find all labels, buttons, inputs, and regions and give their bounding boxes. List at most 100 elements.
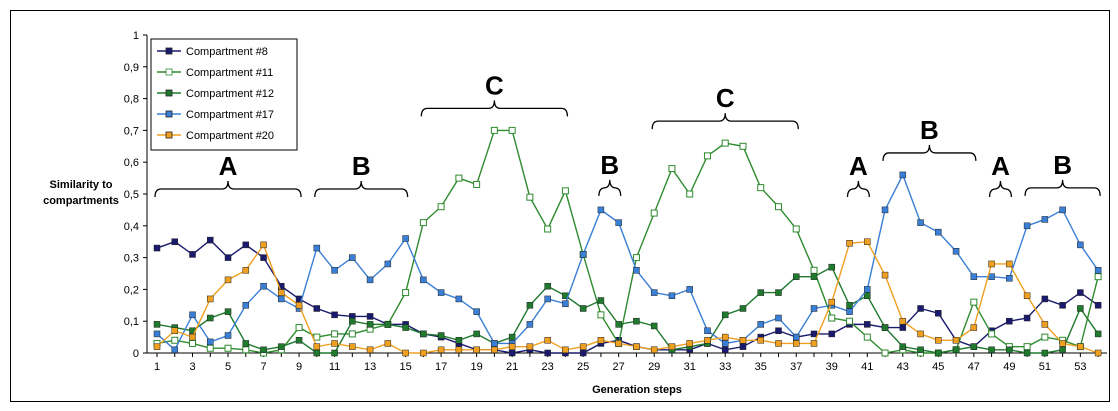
data-point: [562, 346, 569, 354]
data-point: [313, 343, 321, 350]
data-point: [437, 203, 445, 211]
brace: [154, 180, 302, 198]
data-point: [278, 343, 285, 350]
data-point: [1094, 330, 1102, 338]
data-point: [686, 286, 693, 293]
x-tick-label: 35: [755, 361, 767, 373]
data-point: [473, 346, 480, 354]
data-point: [473, 180, 481, 188]
brace: [882, 144, 977, 161]
data-point: [402, 235, 409, 242]
x-tick-label: 11: [329, 361, 340, 373]
data-point: [988, 260, 995, 268]
data-point: [420, 349, 427, 357]
data-point: [703, 152, 711, 160]
legend-entry: Compartment #12: [157, 88, 274, 100]
legend-label: Compartment #20: [186, 130, 274, 142]
legend: Compartment #8 Compartment #11 Compartment…: [150, 38, 298, 151]
data-point: [189, 311, 196, 319]
data-point: [810, 330, 818, 338]
x-tick-label: 25: [577, 361, 589, 373]
data-point: [242, 241, 250, 249]
series-5: [153, 238, 1102, 357]
data-point: [206, 344, 214, 352]
data-point: [189, 333, 196, 341]
data-point: [775, 289, 782, 296]
data-point: [224, 344, 232, 352]
data-point: [757, 321, 764, 328]
data-point: [792, 225, 800, 233]
x-tick-label: 3: [189, 361, 195, 373]
data-point: [686, 340, 693, 347]
data-point: [295, 337, 303, 344]
data-point: [419, 219, 427, 227]
x-tick-label: 43: [897, 361, 909, 373]
data-point: [1094, 302, 1102, 309]
data-point: [988, 346, 995, 354]
region-label: A: [219, 151, 238, 181]
data-point: [224, 276, 232, 284]
x-tick-label: 39: [826, 361, 838, 373]
x-tick-labels: 1 3 5 7 9 11 13 15 17 19 21 23 25 27 29 31 33 35 37 39 41 43 4…: [154, 361, 1087, 373]
region-label: B: [600, 150, 619, 180]
data-point: [1077, 305, 1084, 312]
data-point: [1023, 349, 1031, 357]
data-point: [242, 302, 250, 309]
brace: [651, 113, 799, 130]
legend-marker: [165, 68, 173, 76]
data-point: [1006, 346, 1013, 354]
data-point: [242, 340, 250, 347]
data-point: [278, 289, 285, 296]
region-label: C: [716, 83, 735, 113]
data-point: [420, 276, 427, 284]
x-tick-label: 17: [435, 361, 447, 373]
data-point: [1006, 275, 1013, 282]
data-point: [988, 273, 995, 280]
data-point: [881, 271, 889, 279]
data-point: [153, 330, 161, 338]
data-point: [775, 327, 782, 334]
data-point: [935, 349, 942, 357]
data-point: [917, 305, 924, 312]
data-point: [970, 298, 978, 306]
x-tick-label: 49: [1003, 361, 1015, 373]
data-point: [402, 324, 409, 331]
data-point: [437, 332, 445, 339]
data-point: [331, 267, 338, 274]
data-point: [1041, 295, 1049, 303]
data-point: [260, 254, 267, 261]
region-label: A: [991, 151, 1010, 181]
x-tick-label: 9: [296, 361, 302, 373]
legend-marker: [165, 110, 173, 118]
data-point: [331, 349, 338, 357]
data-point: [774, 203, 782, 211]
y-tick-label: 0,1: [124, 316, 139, 328]
data-point: [952, 337, 960, 344]
legend-marker: [165, 47, 173, 55]
series-line: [156, 129, 1099, 354]
data-point: [721, 340, 729, 347]
data-point: [579, 349, 587, 357]
data-point: [650, 289, 658, 296]
data-point: [686, 190, 694, 198]
data-point: [526, 193, 534, 201]
data-point: [899, 317, 907, 325]
data-point: [899, 343, 907, 350]
x-tick-label: 47: [968, 361, 980, 373]
data-point: [366, 276, 374, 284]
brace: [1024, 179, 1101, 196]
data-point: [739, 337, 747, 344]
legend-marker: [165, 89, 173, 97]
data-point: [721, 139, 729, 147]
data-point: [579, 251, 587, 258]
data-point: [437, 289, 445, 296]
data-point: [349, 317, 356, 325]
data-point: [775, 314, 782, 322]
data-point: [313, 244, 321, 252]
x-tick-label: 31: [684, 361, 696, 373]
region-annotations: A B C B C A B A B: [154, 70, 1101, 198]
data-point: [810, 273, 818, 280]
data-point: [970, 273, 978, 280]
data-point: [935, 337, 942, 344]
data-point: [278, 295, 285, 303]
